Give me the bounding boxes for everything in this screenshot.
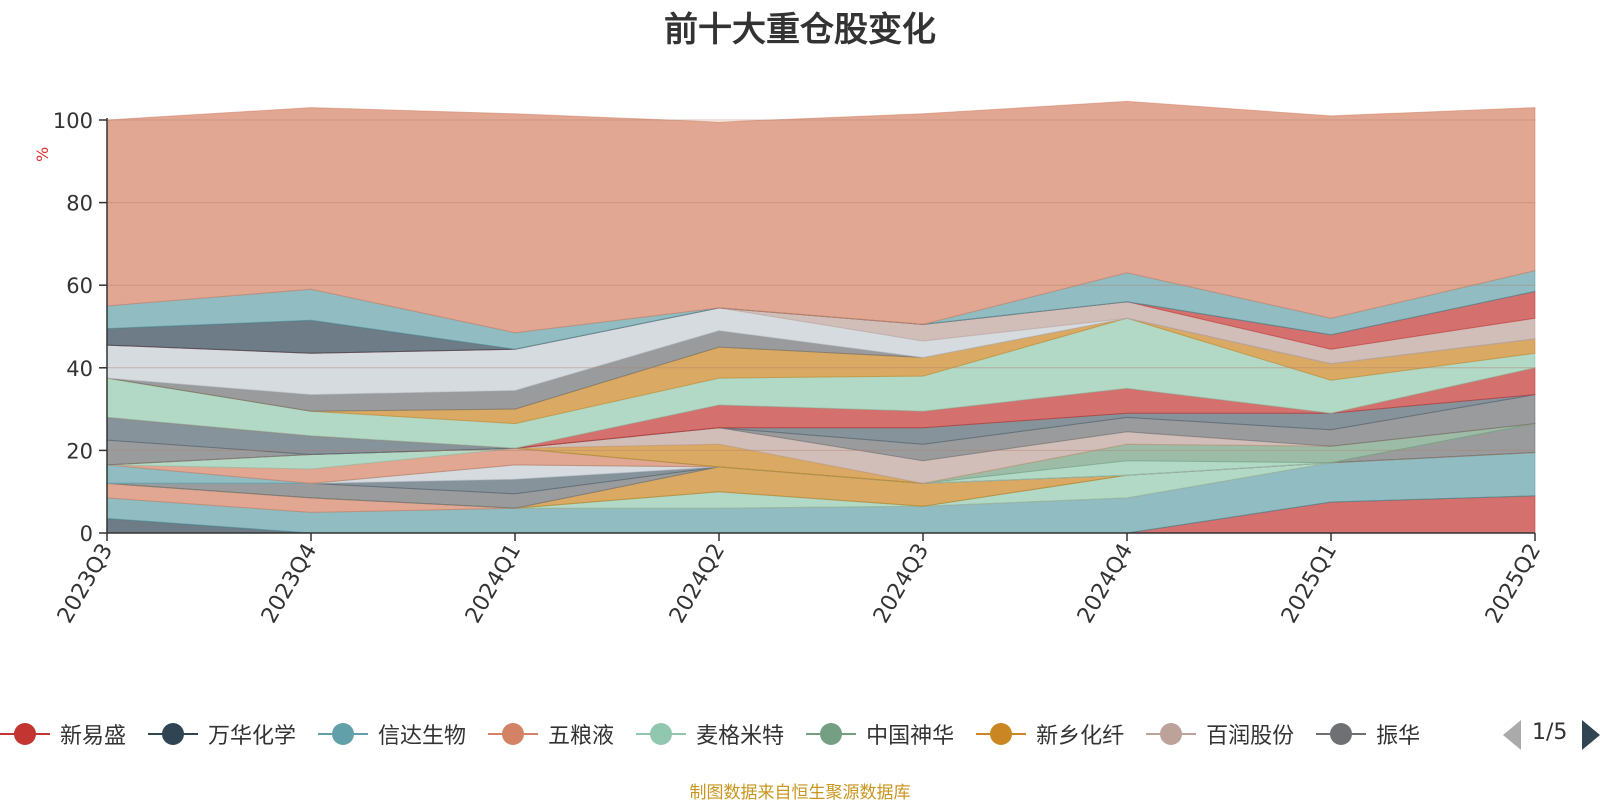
x-tick-label: 2025Q2 [1481,540,1546,628]
legend-label: 万华化学 [208,724,297,749]
legend-marker-icon [1316,716,1367,752]
legend-item[interactable]: 百润股份 [1146,716,1294,752]
legend: 新易盛 万华化学 信达生物 五粮液 麦格米特 中国神华 新乡化纤 百润股份 振华 [0,716,1600,752]
legend-item[interactable]: 五粮液 [488,716,614,752]
grid-lines [107,119,1535,451]
source-note: 制图数据来自恒生聚源数据库 [689,783,911,803]
legend-marker-icon [1146,716,1197,752]
y-tick-label: 40 [66,357,93,381]
x-tick-label: 2024Q2 [665,540,730,628]
x-tick-label: 2024Q4 [1073,540,1138,628]
x-tick-label: 2024Q3 [869,540,934,628]
area-layer [106,100,1536,534]
legend-prev-page-icon[interactable] [1503,720,1521,750]
area-series-29 [106,100,1536,334]
x-tick-label: 2024Q1 [461,540,526,628]
chart-title: 前十大重仓股变化 [664,10,936,50]
legend-marker-icon [148,716,199,752]
x-tick-label: 2025Q1 [1277,540,1342,628]
legend-item[interactable]: 万华化学 [148,716,296,752]
y-tick-label: 60 [66,274,93,298]
legend-marker-icon [0,716,50,752]
legend-label: 中国神华 [866,724,955,749]
stacked-area-chart: 0 20 40 60 80 100 2023Q3 2023Q4 2024Q1 2024Q2 2024… [33,100,1546,628]
legend-label: 新易盛 [60,724,127,749]
legend-marker-icon [636,716,687,752]
legend-label: 振华 [1376,724,1421,749]
legend-label: 五粮液 [548,724,615,749]
legend-items-viewport: 新易盛 万华化学 信达生物 五粮液 麦格米特 中国神华 新乡化纤 百润股份 振华 [0,716,1470,752]
y-tick-label: 100 [53,109,93,133]
legend-item[interactable]: 新易盛 [0,716,126,752]
legend-label: 信达生物 [378,724,467,749]
y-axis-unit-label: % [33,147,52,162]
legend-item[interactable]: 信达生物 [318,716,466,752]
x-tick-label: 2023Q4 [257,540,322,628]
y-tick-label: 80 [66,192,93,216]
legend-item[interactable]: 中国神华 [806,716,954,752]
legend-marker-icon [318,716,369,752]
legend-next-page-icon[interactable] [1582,720,1600,750]
y-tick-label: 20 [66,439,93,463]
legend-label: 麦格米特 [696,724,785,749]
x-tick-label: 2023Q3 [53,540,118,628]
legend-label: 百润股份 [1206,724,1295,749]
legend-item[interactable]: 麦格米特 [636,716,784,752]
legend-marker-icon [976,716,1027,752]
legend-page-indicator: 1/5 [1532,720,1568,745]
legend-label: 新乡化纤 [1036,724,1125,749]
legend-item[interactable]: 振华 [1316,716,1420,752]
y-tick-label: 0 [80,522,93,546]
legend-item[interactable]: 新乡化纤 [976,716,1124,752]
legend-marker-icon [488,716,539,752]
legend-marker-icon [806,716,857,752]
